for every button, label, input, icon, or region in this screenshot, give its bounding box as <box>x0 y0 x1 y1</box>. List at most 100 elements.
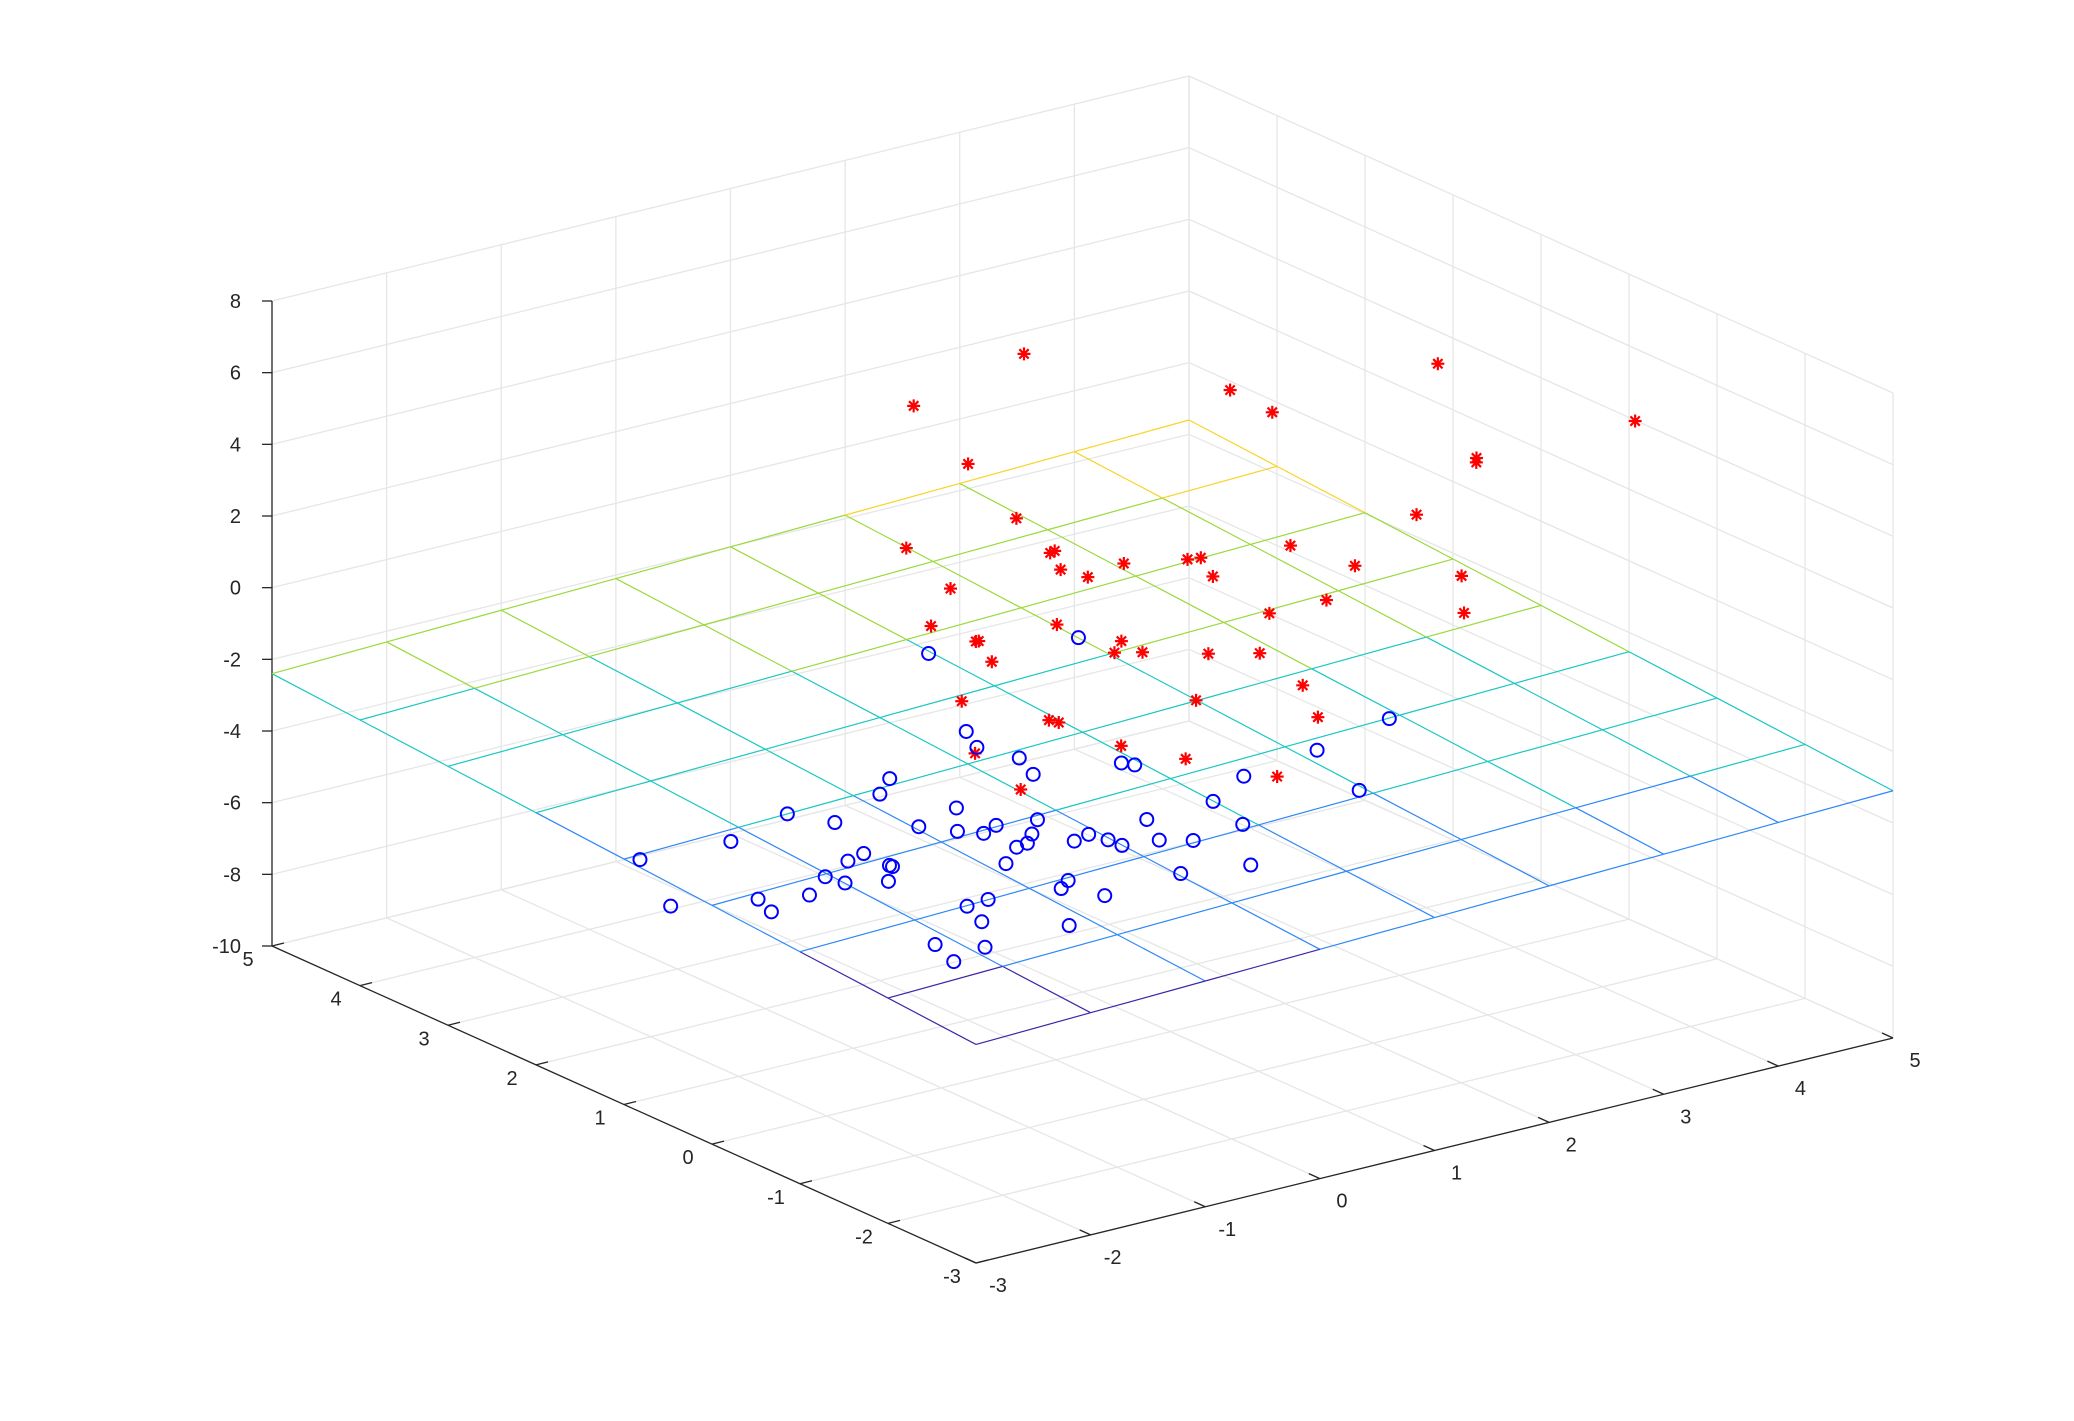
plane-mesh-line <box>386 609 502 643</box>
grid-line <box>1188 720 1894 1039</box>
plane-mesh-line <box>623 826 739 860</box>
data-point-star <box>1253 646 1267 660</box>
plane-mesh-line <box>914 887 1030 921</box>
plane-mesh-line <box>1090 980 1206 1014</box>
data-point-circle <box>1236 768 1252 784</box>
data-points <box>632 347 1642 970</box>
data-point-circle <box>779 806 795 822</box>
plane-mesh-line <box>500 609 590 658</box>
plane-mesh-line <box>799 919 915 953</box>
data-point-circle <box>1205 793 1221 809</box>
y-tick-mark <box>799 1180 813 1185</box>
plane-mesh-line <box>271 641 387 675</box>
data-point-circle <box>1173 866 1189 882</box>
data-point-circle <box>988 817 1004 833</box>
grid-line <box>623 878 1542 1106</box>
plane-mesh-line <box>906 607 1022 641</box>
data-point-star <box>1017 347 1031 361</box>
data-point-circle <box>921 646 937 662</box>
plane-mesh-line <box>1170 746 1286 780</box>
plane-mesh-line <box>1346 838 1462 872</box>
plane-mesh-line <box>1434 885 1550 919</box>
data-point-circle <box>1139 811 1155 827</box>
data-point-star <box>1628 414 1642 428</box>
data-point-circle <box>763 904 779 920</box>
plane-mesh-line <box>1258 824 1347 872</box>
data-point-star <box>1194 551 1208 565</box>
plane-mesh-line <box>932 560 1022 609</box>
data-point-circle <box>1060 873 1076 889</box>
plane-mesh-line <box>764 748 854 797</box>
x-tick-label: -1 <box>1218 1219 1236 1241</box>
data-point-circle <box>1024 826 1040 842</box>
plane-mesh-line <box>1778 790 1894 824</box>
plane-mesh-line <box>1338 590 1427 638</box>
y-tick-mark <box>623 1100 637 1106</box>
data-point-circle <box>974 914 990 930</box>
y-tick-label: -1 <box>767 1187 785 1209</box>
plane-mesh-line <box>650 780 739 828</box>
data-point-star <box>1311 710 1325 724</box>
plane-mesh-line <box>1602 697 1718 731</box>
plane-mesh-line <box>1258 792 1374 826</box>
plane-mesh-line <box>1082 731 1171 780</box>
plane-mesh-line <box>844 514 934 562</box>
data-point-star <box>1117 557 1131 571</box>
plane-mesh-line <box>359 687 475 721</box>
decision-plane <box>271 419 1894 1045</box>
data-point-star <box>1052 716 1066 730</box>
plane-mesh-line <box>791 638 907 672</box>
plane-mesh-line <box>474 687 563 736</box>
plane-mesh-line <box>959 451 1075 484</box>
plane-mesh-line <box>765 716 881 750</box>
grid-line <box>1188 218 1894 537</box>
plane-mesh-line <box>535 812 625 860</box>
plane-mesh-line <box>1002 965 1091 1014</box>
y-tick-label: 4 <box>330 989 341 1011</box>
z-tick-label: 2 <box>230 506 241 528</box>
data-point-circle <box>1025 766 1041 782</box>
data-point-circle <box>911 819 927 835</box>
data-point-circle <box>837 875 853 891</box>
data-point-star <box>985 655 999 669</box>
z-tick-label: -4 <box>223 721 241 743</box>
data-point-circle <box>1381 711 1397 727</box>
y-tick-label: -3 <box>943 1266 961 1288</box>
plane-mesh-line <box>1804 743 1894 792</box>
plane-mesh-line <box>589 624 705 658</box>
x-tick-mark <box>1193 1201 1206 1208</box>
plane-mesh-line <box>1399 714 1489 763</box>
plane-mesh-line <box>1231 902 1321 950</box>
plane-mesh-line <box>1364 512 1454 560</box>
data-point-circle <box>856 846 872 862</box>
x-tick-mark <box>1423 1144 1435 1152</box>
y-tick-label: 3 <box>418 1028 429 1050</box>
plane-mesh-line <box>1514 682 1603 731</box>
data-point-circle <box>827 815 843 831</box>
plane-mesh-line <box>1108 653 1198 702</box>
data-point-circle <box>663 898 679 914</box>
data-point-circle <box>998 856 1014 872</box>
y-tick-label: 5 <box>242 949 253 971</box>
plane-mesh-line <box>738 826 827 875</box>
data-point-star <box>1223 383 1237 397</box>
data-point-star <box>1457 606 1471 620</box>
plane-mesh-line <box>1575 775 1691 809</box>
z-tick-label: 4 <box>230 434 241 456</box>
data-point-star <box>1283 539 1297 553</box>
data-point-star <box>1206 569 1220 583</box>
plane-mesh-line <box>1143 856 1233 904</box>
plane-mesh-line <box>615 546 731 580</box>
grid-line <box>271 648 1190 875</box>
y-tick-mark <box>887 1219 901 1225</box>
plane-mesh-line <box>588 656 678 704</box>
plane-mesh-line <box>994 685 1083 733</box>
data-point-circle <box>977 939 993 955</box>
plane-mesh-line <box>1690 775 1779 823</box>
plane-mesh-line <box>1338 558 1454 592</box>
y-tick-label: 2 <box>506 1068 517 1090</box>
grid-line <box>1188 577 1894 896</box>
data-point-circle <box>980 891 996 907</box>
x-tick-mark <box>1079 1229 1091 1236</box>
